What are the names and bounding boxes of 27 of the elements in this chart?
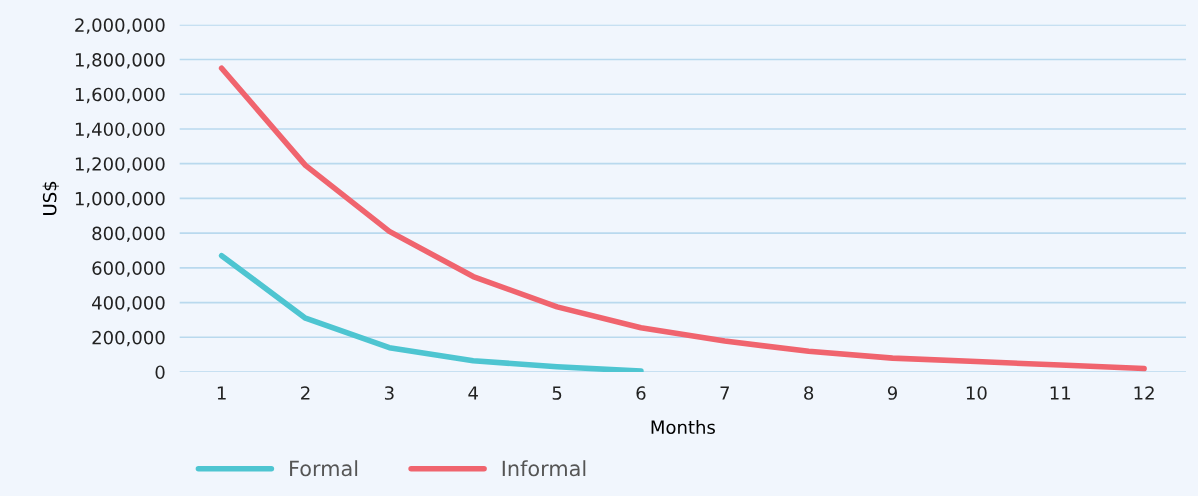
x-tick-label: 5 [552,386,562,400]
x-tick-label: 2 [301,386,310,400]
y-tick-label: 0 [155,365,165,380]
x-tick-label: 10 [966,386,987,400]
y-tick-label: 2,000,000 [75,18,165,34]
y-tick-label: 200,000 [92,330,165,347]
legend-label: Formal [290,460,358,477]
legend-label: Informal [502,460,586,477]
x-axis-title: Months [651,420,715,435]
y-tick-label: 1,200,000 [75,157,165,173]
y-tick-label: 600,000 [92,261,165,277]
x-tick-label: 11 [1050,386,1071,400]
y-tick-label: 400,000 [92,296,165,312]
x-tick-label: 3 [384,386,394,400]
y-tick-label: 1,400,000 [75,122,165,138]
x-tick-label: 12 [1134,386,1154,400]
x-tick-label: 4 [468,386,478,400]
y-tick-label: 1,800,000 [75,52,165,69]
y-tick-label: 1,000,000 [75,191,165,208]
x-tick-label: 9 [887,386,897,400]
y-tick-label: 800,000 [92,226,165,243]
x-tick-label: 7 [720,386,729,400]
y-axis-title: US$ [42,181,59,215]
x-tick-label: 6 [636,386,646,400]
y-tick-label: 1,600,000 [75,87,165,104]
x-tick-label: 1 [217,386,226,400]
x-tick-label: 8 [804,386,814,400]
